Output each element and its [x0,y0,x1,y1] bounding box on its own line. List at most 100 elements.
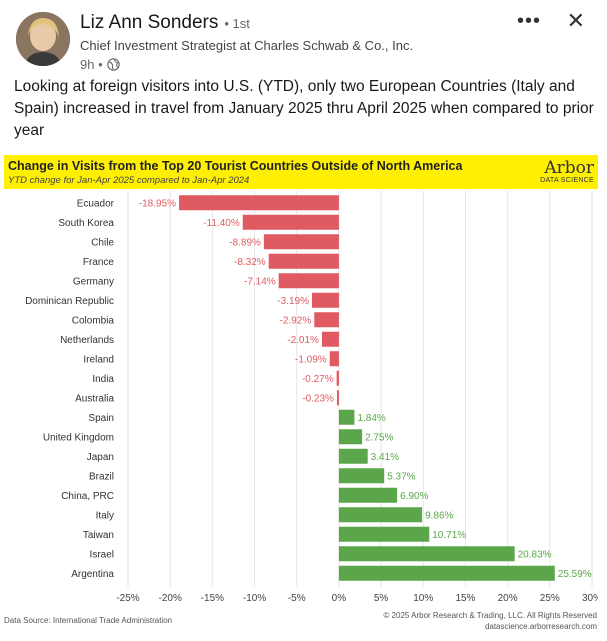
chart-subtitle: YTD change for Jan-Apr 2025 compared to … [8,175,250,186]
x-tick-label: 10% [413,593,433,604]
author-name[interactable]: Liz Ann Sonders [80,12,219,33]
copyright: © 2025 Arbor Research & Trading, LLC. Al… [383,611,597,620]
chart-banner: Change in Visits from the Top 20 Tourist… [4,155,598,189]
category-label: Japan [87,452,114,463]
value-label: -18.95% [139,198,176,209]
category-label: Dominican Republic [25,296,114,307]
bar [263,234,339,250]
bar [268,253,339,269]
category-label: India [92,374,114,385]
data-source: Data Source: International Trade Adminis… [4,616,173,625]
avatar[interactable] [16,12,70,66]
close-icon[interactable]: ✕ [566,8,585,33]
x-tick-label: 15% [455,593,475,604]
bar [338,546,515,562]
bar [314,312,339,328]
avatar-image [16,12,70,66]
post-body: Looking at foreign visitors into U.S. (Y… [14,78,594,139]
bar-chart: Ecuador -18.95% South Korea -11.40% Chile -8.… [25,191,598,604]
x-tick-label: -20% [159,593,182,604]
labels-layer: Ecuador -18.95% South Korea -11.40% Chile -8.… [25,198,592,580]
footer-credits: © 2025 Arbor Research & Trading, LLC. Al… [383,610,597,632]
post-header: Liz Ann Sonders • 1st Chief Investment S… [16,8,591,72]
value-label: 5.37% [387,471,415,482]
ellipsis-icon[interactable]: ••• [516,10,541,32]
website: datascience.arborresearch.com [484,622,597,631]
category-label: Brazil [89,471,114,482]
chart-title: Change in Visits from the Top 20 Tourist… [8,159,463,173]
value-label: 1.84% [357,413,385,424]
x-tick-label: 0% [332,593,347,604]
value-label: -0.23% [302,393,334,404]
category-label: Israel [90,549,114,560]
bar [278,273,339,289]
bar [179,195,339,211]
x-tick-label: -10% [243,593,266,604]
connection-degree: • 1st [224,16,250,31]
value-label: -2.01% [287,335,319,346]
bar [336,390,339,406]
x-tick-label: -5% [288,593,306,604]
axis-layer: -25% -20% -15% -10% -5% 0% 5% 10% 15% 20% 25% 30% [116,593,598,604]
value-label: -11.40% [203,218,240,229]
value-label: 2.75% [365,432,393,443]
category-label: China, PRC [61,491,114,502]
value-label: -7.14% [244,276,276,287]
bar [336,370,339,386]
category-label: Australia [75,393,114,404]
category-label: Argentina [71,569,114,580]
chart-card[interactable]: Change in Visits from the Top 20 Tourist… [4,155,598,635]
value-label: -0.27% [302,374,334,385]
bar [329,351,339,367]
category-label: Germany [73,276,114,287]
value-label: -1.09% [295,354,327,365]
value-label: 25.59% [558,569,592,580]
category-label: Colombia [72,315,115,326]
post-time: 9h • [80,57,103,72]
category-label: Spain [88,413,114,424]
post-meta: 9h • [80,57,413,72]
x-tick-label: 25% [540,593,560,604]
bar [338,487,398,503]
globe-icon [106,58,120,71]
bar [338,565,555,581]
category-label: Chile [91,237,114,248]
bar [338,507,423,523]
x-tick-label: -25% [116,593,139,604]
category-label: Italy [96,510,114,521]
bar [242,214,339,230]
value-label: 3.41% [371,452,399,463]
value-label: -8.89% [229,237,261,248]
x-tick-label: 20% [498,593,518,604]
value-label: 6.90% [400,491,428,502]
value-label: 10.71% [432,530,466,541]
bar [338,409,355,425]
bars-layer [179,195,555,581]
value-label: 20.83% [518,549,552,560]
bar [338,468,385,484]
value-label: 9.86% [425,510,453,521]
bar [338,429,363,445]
x-tick-label: -15% [201,593,224,604]
category-label: Ireland [83,354,114,365]
bar [321,331,339,347]
category-label: Ecuador [77,198,115,209]
value-label: -8.32% [234,257,266,268]
x-tick-label: 5% [374,593,389,604]
name-row: Liz Ann Sonders • 1st [80,12,413,34]
author-block: Liz Ann Sonders • 1st Chief Investment S… [80,12,413,72]
arbor-logo: Arbor [544,158,594,178]
category-label: South Korea [58,218,114,229]
grid-layer [127,191,593,587]
bar [311,292,339,308]
bar [338,448,368,464]
author-headline: Chief Investment Strategist at Charles S… [80,38,414,53]
bar [338,526,430,542]
category-label: Netherlands [60,335,114,346]
category-label: United Kingdom [43,432,114,443]
value-label: -2.92% [280,315,312,326]
arbor-logo-sub: DATA SCIENCE [540,177,594,184]
value-label: -3.19% [277,296,309,307]
category-label: France [83,257,115,268]
x-tick-label: 30% [582,593,598,604]
